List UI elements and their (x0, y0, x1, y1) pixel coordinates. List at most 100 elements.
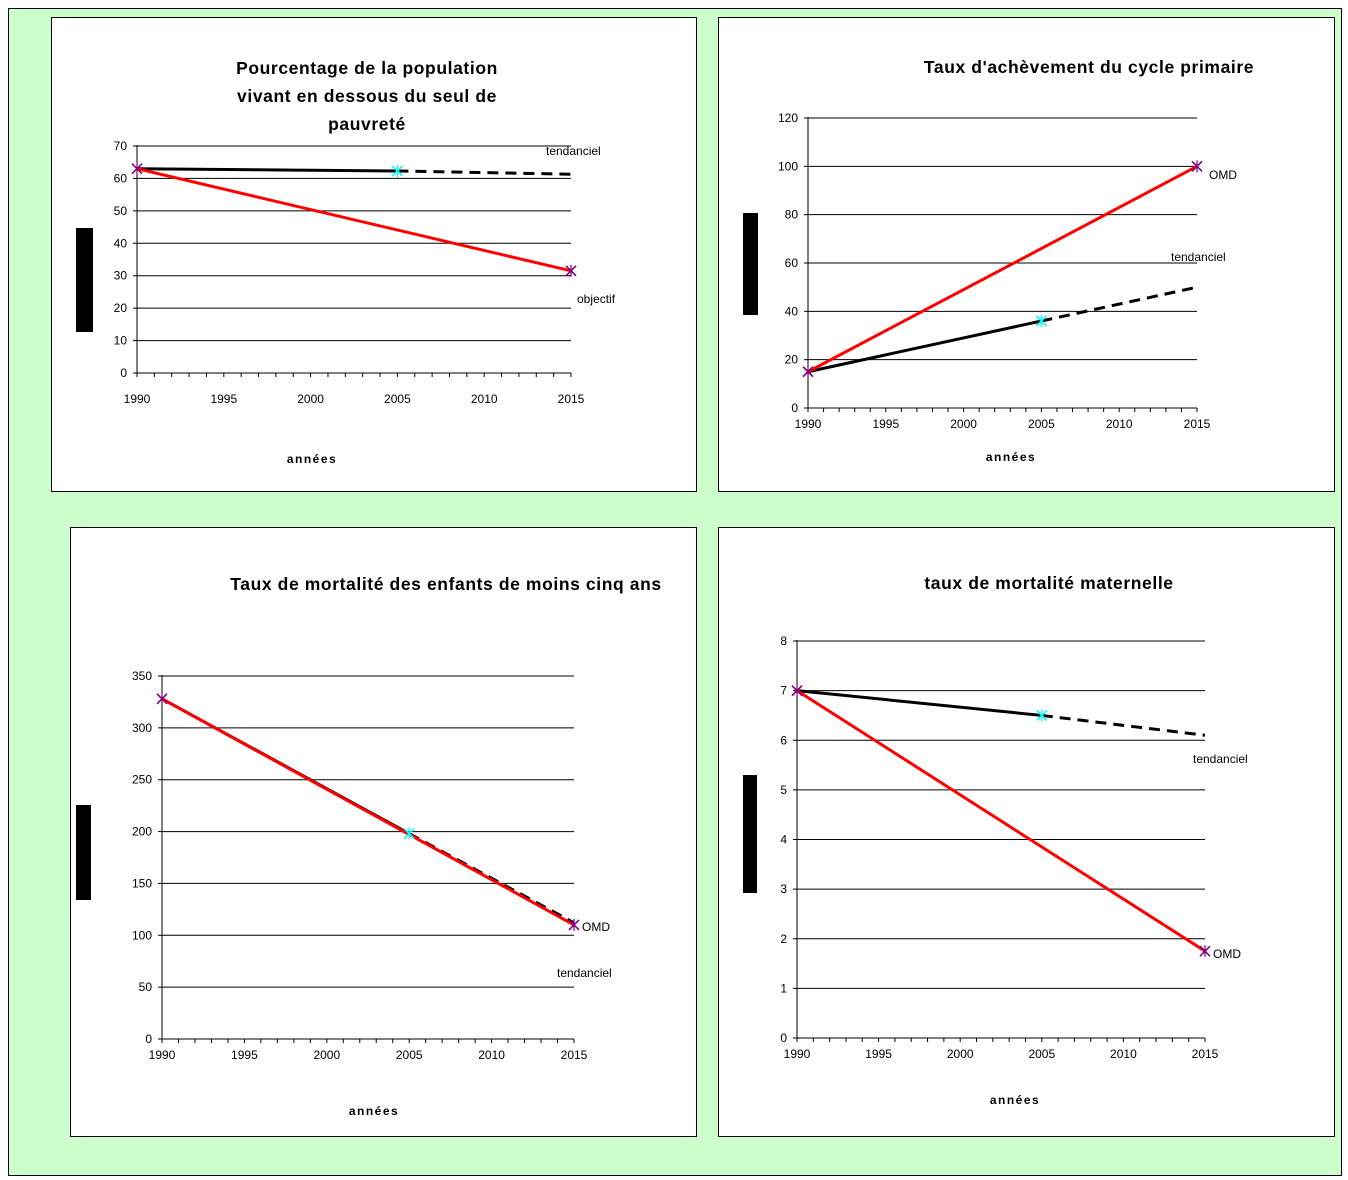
y-axis-label-redacted (743, 775, 757, 893)
objective-label: OMD (1213, 947, 1241, 961)
y-tick-label: 0 (791, 401, 798, 415)
trend-label: tendanciel (557, 966, 612, 980)
x-tick-label: 2010 (1106, 417, 1133, 431)
chart-title: Pourcentage de la population vivant en d… (236, 58, 498, 134)
x-tick-label: 2010 (471, 392, 498, 406)
y-tick-label: 8 (780, 634, 787, 648)
chart-sheet: Pourcentage de la population vivant en d… (8, 8, 1342, 1176)
data-point-marker-2015 (1191, 160, 1203, 173)
y-tick-label: 40 (785, 304, 799, 318)
x-axis-label: années (286, 452, 338, 466)
x-tick-label: 2005 (1028, 1047, 1055, 1061)
chart-plot: 0 20 40 60 80 100 120 1990 1995 2000 2005 2010 2015 (778, 111, 1211, 431)
y-tick-label: 300 (132, 721, 152, 735)
y-tick-label: 50 (139, 980, 153, 994)
x-tick-label: 2015 (1184, 417, 1211, 431)
y-tick-label: 60 (785, 256, 799, 270)
data-point-marker-2015 (565, 264, 577, 277)
data-point-marker-1990 (791, 684, 803, 697)
y-tick-label: 70 (114, 139, 128, 153)
data-point-marker-1990 (802, 365, 814, 378)
data-point-marker-1990 (156, 692, 168, 705)
chart-panel-poverty: Pourcentage de la population vivant en d… (51, 17, 697, 492)
x-tick-label: 2015 (561, 1048, 588, 1062)
data-point-marker-2015 (1199, 945, 1211, 958)
data-point-marker-2005 (403, 827, 415, 840)
chart-plot: 0 1 2 3 4 5 6 7 8 1990 1995 2000 2005 2010 2015 (780, 634, 1218, 1061)
x-tick-label: 1995 (865, 1047, 892, 1061)
objective-label: objectif (577, 292, 616, 306)
y-tick-label: 150 (132, 876, 152, 890)
y-tick-label: 0 (120, 366, 127, 380)
x-tick-label: 1990 (149, 1048, 176, 1062)
x-tick-label: 2000 (950, 417, 977, 431)
objective-line (807, 165, 1198, 374)
y-tick-label: 20 (785, 353, 799, 367)
chart-title: Taux d'achèvement du cycle primaire (923, 57, 1255, 77)
y-tick-label: 50 (114, 204, 128, 218)
y-axis-label-redacted (743, 213, 758, 315)
x-axis-label: années (348, 1104, 400, 1118)
x-tick-label: 2015 (558, 392, 585, 406)
y-tick-label: 60 (114, 171, 128, 185)
x-tick-label: 2005 (1028, 417, 1055, 431)
x-tick-label: 2005 (396, 1048, 423, 1062)
y-tick-label: 80 (785, 208, 799, 222)
data-point-marker-2005 (1035, 315, 1047, 327)
trend-label: tendanciel (1171, 250, 1226, 264)
x-tick-label: 1990 (124, 392, 151, 406)
trend-projection-line (1041, 285, 1198, 323)
y-axis-label-redacted (76, 805, 91, 900)
x-axis-label: années (989, 1093, 1041, 1107)
y-tick-label: 5 (780, 783, 787, 797)
x-tick-label: 1995 (231, 1048, 258, 1062)
observed-trend-line (796, 689, 1042, 717)
y-tick-label: 10 (114, 334, 128, 348)
data-point-marker-2005 (391, 164, 403, 177)
chart-title: taux de mortalité maternelle (924, 573, 1174, 593)
chart-title: Taux de mortalité des enfants de moins c… (230, 574, 662, 594)
y-tick-label: 6 (780, 733, 787, 747)
y-tick-label: 2 (780, 932, 787, 946)
y-tick-label: 4 (780, 833, 787, 847)
y-tick-label: 0 (145, 1032, 152, 1046)
y-tick-label: 0 (780, 1031, 787, 1045)
y-tick-label: 40 (114, 236, 128, 250)
y-tick-label: 1 (780, 981, 787, 995)
data-point-marker-2005 (1036, 709, 1048, 722)
chart-plot: 0 10 20 30 40 50 60 70 1990 1995 2000 2005 2010 2015 (114, 139, 585, 406)
x-tick-label: 2000 (313, 1048, 340, 1062)
x-tick-label: 1995 (210, 392, 237, 406)
chart-plot: 0 50 100 150 200 250 300 350 1990 1995 2000 2005 201… (132, 669, 588, 1062)
y-tick-label: 200 (132, 825, 152, 839)
x-tick-label: 2000 (297, 392, 324, 406)
x-tick-label: 1995 (872, 417, 899, 431)
trend-label: tendanciel (1193, 752, 1248, 766)
x-tick-label: 2010 (478, 1048, 505, 1062)
y-tick-label: 7 (780, 684, 787, 698)
observed-trend-line (807, 319, 1042, 374)
x-tick-label: 2010 (1110, 1047, 1137, 1061)
x-axis-label: années (985, 450, 1037, 464)
y-tick-label: 120 (778, 111, 798, 125)
y-axis-label-redacted (76, 228, 93, 332)
trend-projection-line (1041, 713, 1206, 737)
y-tick-label: 350 (132, 669, 152, 683)
y-tick-label: 30 (114, 269, 128, 283)
x-tick-label: 2000 (947, 1047, 974, 1061)
data-point-marker-2015 (568, 918, 580, 931)
objective-line (161, 697, 575, 927)
trend-projection-line (397, 169, 572, 176)
y-tick-label: 250 (132, 773, 152, 787)
chart-panel-maternal-mortality: taux de mortalité maternelle 0 1 2 3 4 5 6 7 8 19… (718, 527, 1335, 1137)
observed-trend-line (136, 167, 398, 173)
y-tick-label: 100 (132, 928, 152, 942)
objective-label: OMD (1209, 168, 1237, 182)
x-tick-label: 1990 (795, 417, 822, 431)
objective-line (136, 167, 572, 273)
data-point-marker-1990 (131, 162, 143, 175)
objective-label: OMD (582, 920, 610, 934)
chart-panel-primary-completion: Taux d'achèvement du cycle primaire 0 20 4… (718, 17, 1335, 492)
y-tick-label: 3 (780, 882, 787, 896)
trend-label: tendanciel (546, 144, 601, 158)
